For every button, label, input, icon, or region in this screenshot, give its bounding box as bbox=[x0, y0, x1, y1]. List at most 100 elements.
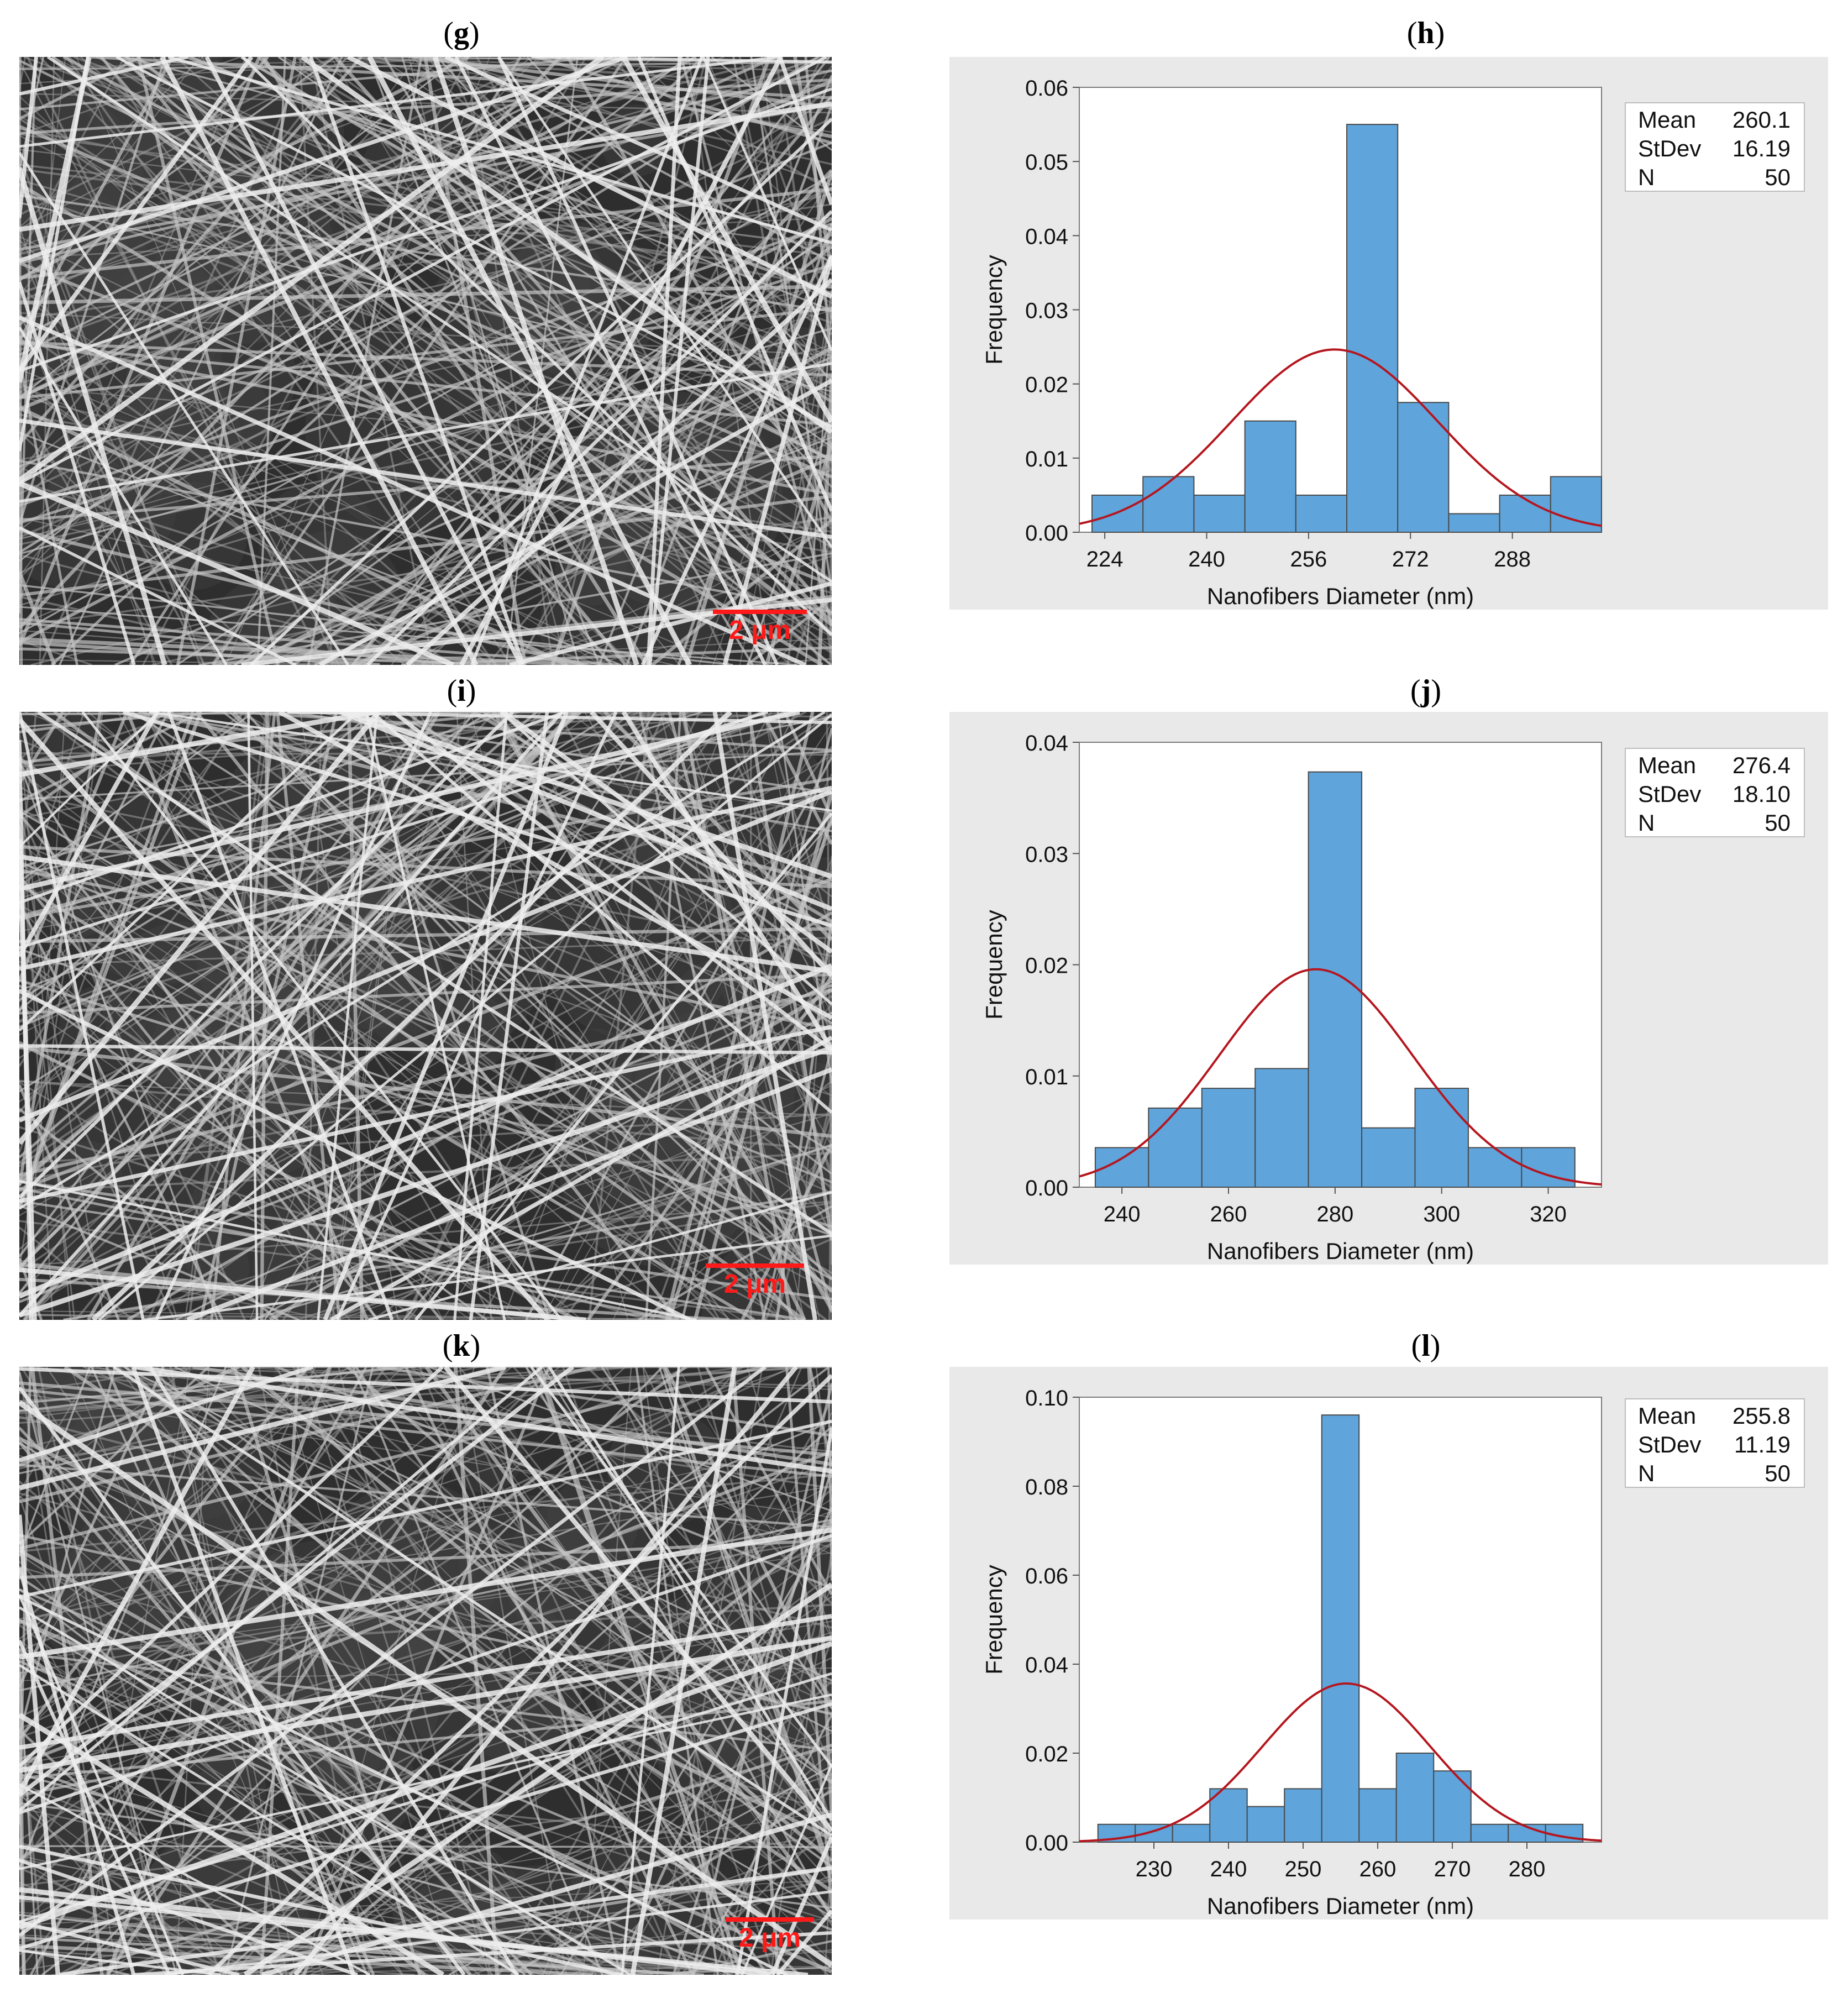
stat-row: Mean 276.4 bbox=[1626, 751, 1804, 780]
x-tick-label: 240 bbox=[1104, 1202, 1141, 1226]
sem-image-k: 2 μm bbox=[19, 1367, 832, 1975]
histogram-bar bbox=[1284, 1788, 1322, 1843]
histogram-bar bbox=[1361, 1127, 1416, 1188]
x-axis-label: Nanofibers Diameter (nm) bbox=[1207, 1238, 1474, 1264]
scale-bar-k bbox=[726, 1917, 814, 1922]
scale-bar-i bbox=[706, 1263, 804, 1268]
y-tick-label: 0.04 bbox=[1025, 1653, 1068, 1677]
normal-fit-curve bbox=[1079, 1682, 1602, 1843]
histogram-bar bbox=[1414, 1088, 1469, 1188]
stat-row: StDev 16.19 bbox=[1626, 134, 1804, 163]
x-axis-label: Nanofibers Diameter (nm) bbox=[1207, 1893, 1474, 1919]
histogram-bar bbox=[1244, 420, 1296, 533]
y-tick-label: 0.01 bbox=[1025, 1065, 1068, 1089]
histogram-bar bbox=[1142, 476, 1195, 533]
y-tick-label: 0.00 bbox=[1025, 1831, 1068, 1855]
x-axis-label: Nanofibers Diameter (nm) bbox=[1207, 583, 1474, 609]
histogram-bar bbox=[1448, 513, 1500, 533]
scale-bar-label-i: 2 μm bbox=[723, 1270, 786, 1299]
histogram-j: 0.00 0.01 0.02 0.03 0.04 240 260 280 300 320 Nanof… bbox=[949, 712, 1828, 1265]
histogram-bar bbox=[1433, 1770, 1472, 1843]
panel-label-k: (k) bbox=[442, 1329, 481, 1363]
y-tick-label: 0.10 bbox=[1025, 1386, 1068, 1410]
panel-label-j: (j) bbox=[1410, 674, 1441, 708]
x-tick-label: 270 bbox=[1434, 1857, 1471, 1881]
sem-image-g: 2 μm bbox=[19, 57, 832, 665]
x-tick-label: 280 bbox=[1316, 1202, 1353, 1226]
panel-label-i: (i) bbox=[447, 674, 476, 708]
x-tick-label: 260 bbox=[1210, 1202, 1247, 1226]
stat-label: Mean bbox=[1638, 752, 1697, 778]
panel-label-g: (g) bbox=[443, 16, 480, 50]
stat-value: 11.19 bbox=[1734, 1431, 1791, 1457]
stats-box-l: Mean 255.8 StDev 11.19 N 50 bbox=[1625, 1398, 1805, 1488]
stat-label: N bbox=[1638, 810, 1655, 836]
stat-row: N 50 bbox=[1626, 163, 1804, 192]
normal-fit-curve bbox=[1079, 968, 1602, 1186]
stats-box-j: Mean 276.4 StDev 18.10 N 50 bbox=[1625, 748, 1805, 837]
stat-row: N 50 bbox=[1626, 809, 1804, 837]
histogram-bar bbox=[1246, 1806, 1285, 1843]
stat-value: 16.19 bbox=[1732, 135, 1791, 161]
histogram-bar bbox=[1499, 494, 1551, 533]
histogram-bar bbox=[1467, 1147, 1523, 1188]
stat-label: N bbox=[1638, 164, 1655, 190]
scale-bar-label-k: 2 μm bbox=[738, 1923, 801, 1953]
histogram-bar bbox=[1397, 402, 1450, 533]
y-tick-label: 0.04 bbox=[1025, 224, 1068, 249]
y-tick-label: 0.08 bbox=[1025, 1475, 1068, 1499]
panel-label-h: (h) bbox=[1406, 16, 1445, 50]
histogram-h: 0.00 0.01 0.02 0.03 0.04 0.05 0.06 224 240 256 272… bbox=[949, 57, 1828, 610]
x-tick-label: 288 bbox=[1494, 547, 1531, 571]
stat-label: N bbox=[1638, 1460, 1655, 1486]
stat-row: StDev 18.10 bbox=[1626, 780, 1804, 809]
histogram-bar bbox=[1321, 1414, 1360, 1843]
x-tick-label: 280 bbox=[1509, 1857, 1546, 1881]
stat-row: Mean 255.8 bbox=[1626, 1402, 1804, 1430]
panel-label-l: (l) bbox=[1411, 1329, 1441, 1363]
x-tick-label: 240 bbox=[1210, 1857, 1247, 1881]
y-axis-label: Frequency bbox=[981, 1565, 1007, 1674]
stat-row: StDev 11.19 bbox=[1626, 1430, 1804, 1459]
y-tick-label: 0.02 bbox=[1025, 954, 1068, 978]
x-tick-label: 240 bbox=[1188, 547, 1225, 571]
y-tick-label: 0.06 bbox=[1025, 1564, 1068, 1588]
histogram-bar bbox=[1193, 494, 1246, 533]
stat-row: N 50 bbox=[1626, 1459, 1804, 1488]
x-tick-label: 272 bbox=[1392, 547, 1429, 571]
stat-value: 260.1 bbox=[1732, 107, 1791, 133]
stats-box-h: Mean 260.1 StDev 16.19 N 50 bbox=[1625, 102, 1805, 192]
histogram-bar bbox=[1091, 494, 1144, 533]
y-axis-label: Frequency bbox=[981, 255, 1007, 364]
histogram-bar bbox=[1254, 1068, 1309, 1188]
stat-value: 50 bbox=[1765, 810, 1791, 836]
stat-row: Mean 260.1 bbox=[1626, 106, 1804, 134]
histogram-bar bbox=[1470, 1823, 1509, 1843]
y-tick-label: 0.05 bbox=[1025, 150, 1068, 175]
stat-label: StDev bbox=[1638, 1431, 1702, 1457]
x-tick-label: 320 bbox=[1530, 1202, 1567, 1226]
y-tick-label: 0.01 bbox=[1025, 447, 1068, 471]
stat-value: 18.10 bbox=[1732, 781, 1791, 807]
scale-bar-g bbox=[713, 610, 807, 614]
x-tick-label: 256 bbox=[1290, 547, 1327, 571]
histogram-bar bbox=[1201, 1088, 1256, 1188]
histogram-bar bbox=[1550, 476, 1603, 533]
histogram-bar bbox=[1395, 1753, 1435, 1843]
y-tick-label: 0.02 bbox=[1025, 1742, 1068, 1766]
stat-label: Mean bbox=[1638, 107, 1697, 133]
histogram-bar bbox=[1172, 1823, 1211, 1843]
y-tick-label: 0.00 bbox=[1025, 521, 1068, 546]
stat-label: StDev bbox=[1638, 781, 1702, 807]
stat-value: 255.8 bbox=[1732, 1403, 1791, 1429]
histogram-bar bbox=[1358, 1788, 1397, 1843]
y-tick-label: 0.04 bbox=[1025, 731, 1068, 756]
x-tick-label: 260 bbox=[1359, 1857, 1397, 1881]
stat-label: Mean bbox=[1638, 1403, 1697, 1429]
stat-value: 50 bbox=[1765, 164, 1791, 190]
x-tick-label: 224 bbox=[1086, 547, 1124, 571]
histogram-bar bbox=[1148, 1107, 1203, 1188]
sem-image-i: 2 μm bbox=[19, 712, 832, 1320]
y-tick-label: 0.00 bbox=[1025, 1176, 1068, 1200]
y-tick-label: 0.03 bbox=[1025, 842, 1068, 867]
